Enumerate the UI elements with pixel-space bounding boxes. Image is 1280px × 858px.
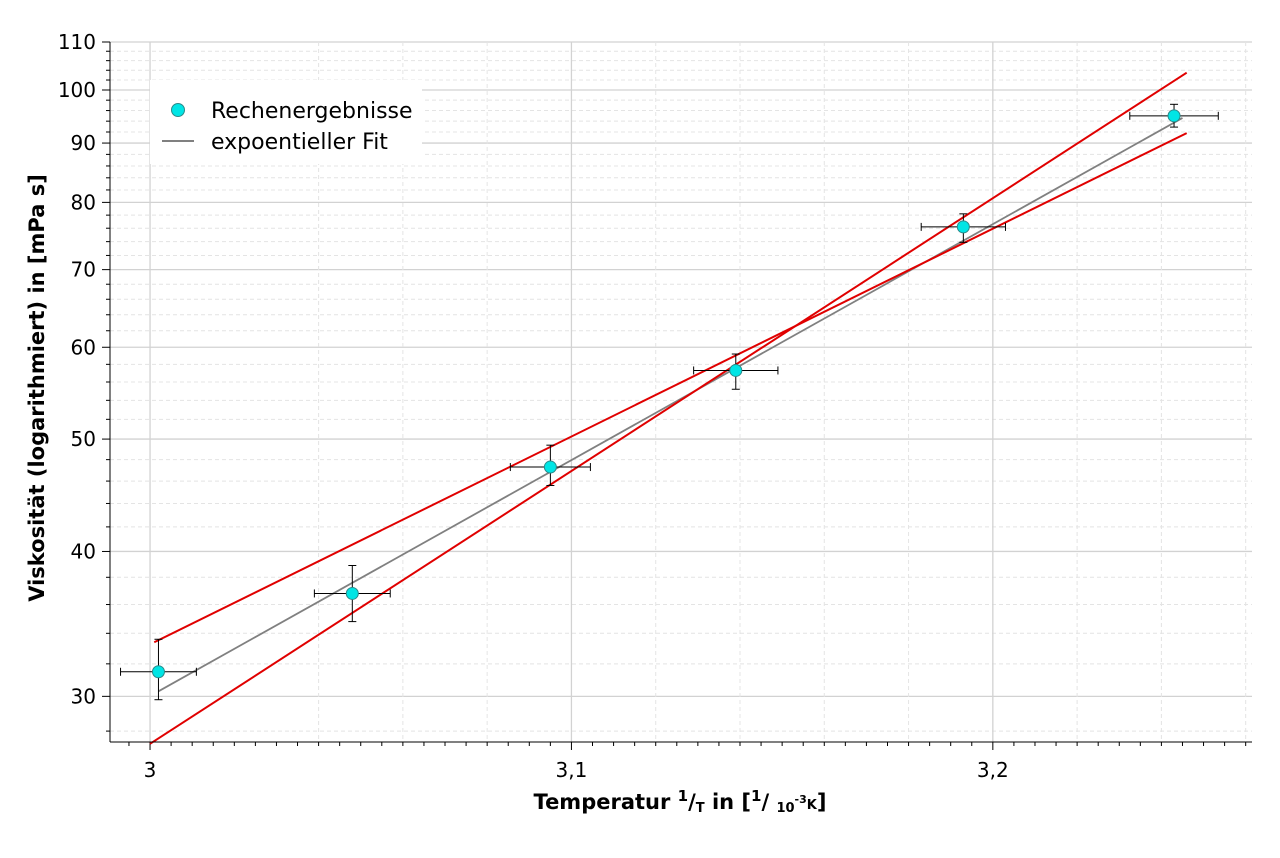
legend-background xyxy=(150,80,422,164)
x-axis-title: Temperatur 1/T in [1/ 10-3K] xyxy=(534,787,827,816)
data-point xyxy=(543,460,557,474)
y-tick-label: 30 xyxy=(71,684,96,708)
data-point xyxy=(345,586,359,600)
legend-marker-points xyxy=(171,103,185,117)
y-tick-label: 90 xyxy=(71,131,96,155)
data-point xyxy=(956,220,970,234)
legend-label-fit: expoentieller Fit xyxy=(211,130,388,155)
y-tick-label: 80 xyxy=(71,190,96,214)
data-point xyxy=(151,665,165,679)
legend-label-points: Rechenergebnisse xyxy=(211,99,413,124)
y-tick-label: 110 xyxy=(58,30,96,54)
y-tick-label: 100 xyxy=(58,78,96,102)
x-tick-label: 3,1 xyxy=(556,758,588,782)
tick-labels: 30 40 50 60 70 80 90 100 110 3 3,1 3,2 xyxy=(58,30,1009,782)
plot-series xyxy=(120,71,1219,745)
y-tick-label: 60 xyxy=(71,335,96,359)
legend: Rechenergebnisse expoentieller Fit xyxy=(150,80,422,164)
y-axis-title: Viskosität (logarithmiert) in [mPa s] xyxy=(25,174,49,602)
y-tick-label: 50 xyxy=(71,427,96,451)
data-point xyxy=(729,363,743,377)
bound-line xyxy=(153,132,1188,644)
fit-line xyxy=(158,117,1183,693)
data-point xyxy=(1167,109,1181,123)
bound-line xyxy=(149,71,1188,745)
x-tick-label: 3 xyxy=(144,758,157,782)
y-tick-label: 70 xyxy=(71,258,96,282)
x-tick-label: 3,2 xyxy=(977,758,1009,782)
y-tick-label: 40 xyxy=(71,539,96,563)
axis-ticks xyxy=(102,41,1247,750)
